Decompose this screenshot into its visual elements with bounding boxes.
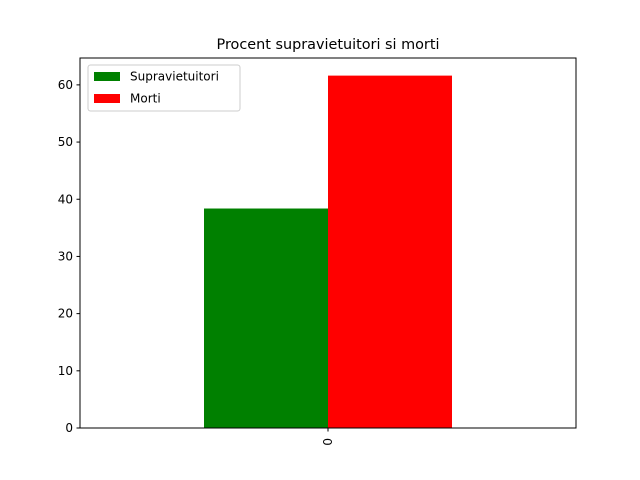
y-tick-label: 40 xyxy=(58,192,73,206)
y-axis: 0 10 20 30 40 50 60 xyxy=(58,78,80,435)
bar-morti-0 xyxy=(328,75,452,429)
y-tick-label: 10 xyxy=(58,364,73,378)
x-axis: 0 xyxy=(321,428,335,446)
y-tick-label: 30 xyxy=(58,249,73,263)
y-tick-label: 60 xyxy=(58,78,73,92)
y-tick-label: 50 xyxy=(58,135,73,149)
legend: Supravietuitori Morti xyxy=(87,64,241,112)
legend-label-morti: Morti xyxy=(130,92,161,106)
plot-area-frame xyxy=(79,57,577,429)
chart-title: Procent supravietuitori si morti xyxy=(217,37,440,53)
legend-label-supravietuitori: Supravietuitori xyxy=(130,70,219,84)
x-tick-label: 0 xyxy=(321,438,335,446)
bar-supravietuitori-0 xyxy=(204,208,328,428)
legend-swatch-morti xyxy=(94,94,120,103)
bars-group xyxy=(204,75,452,429)
y-tick-label: 0 xyxy=(65,421,73,435)
y-tick-label: 20 xyxy=(58,307,73,321)
legend-swatch-supravietuitori xyxy=(94,72,120,81)
legend-frame xyxy=(87,64,241,112)
